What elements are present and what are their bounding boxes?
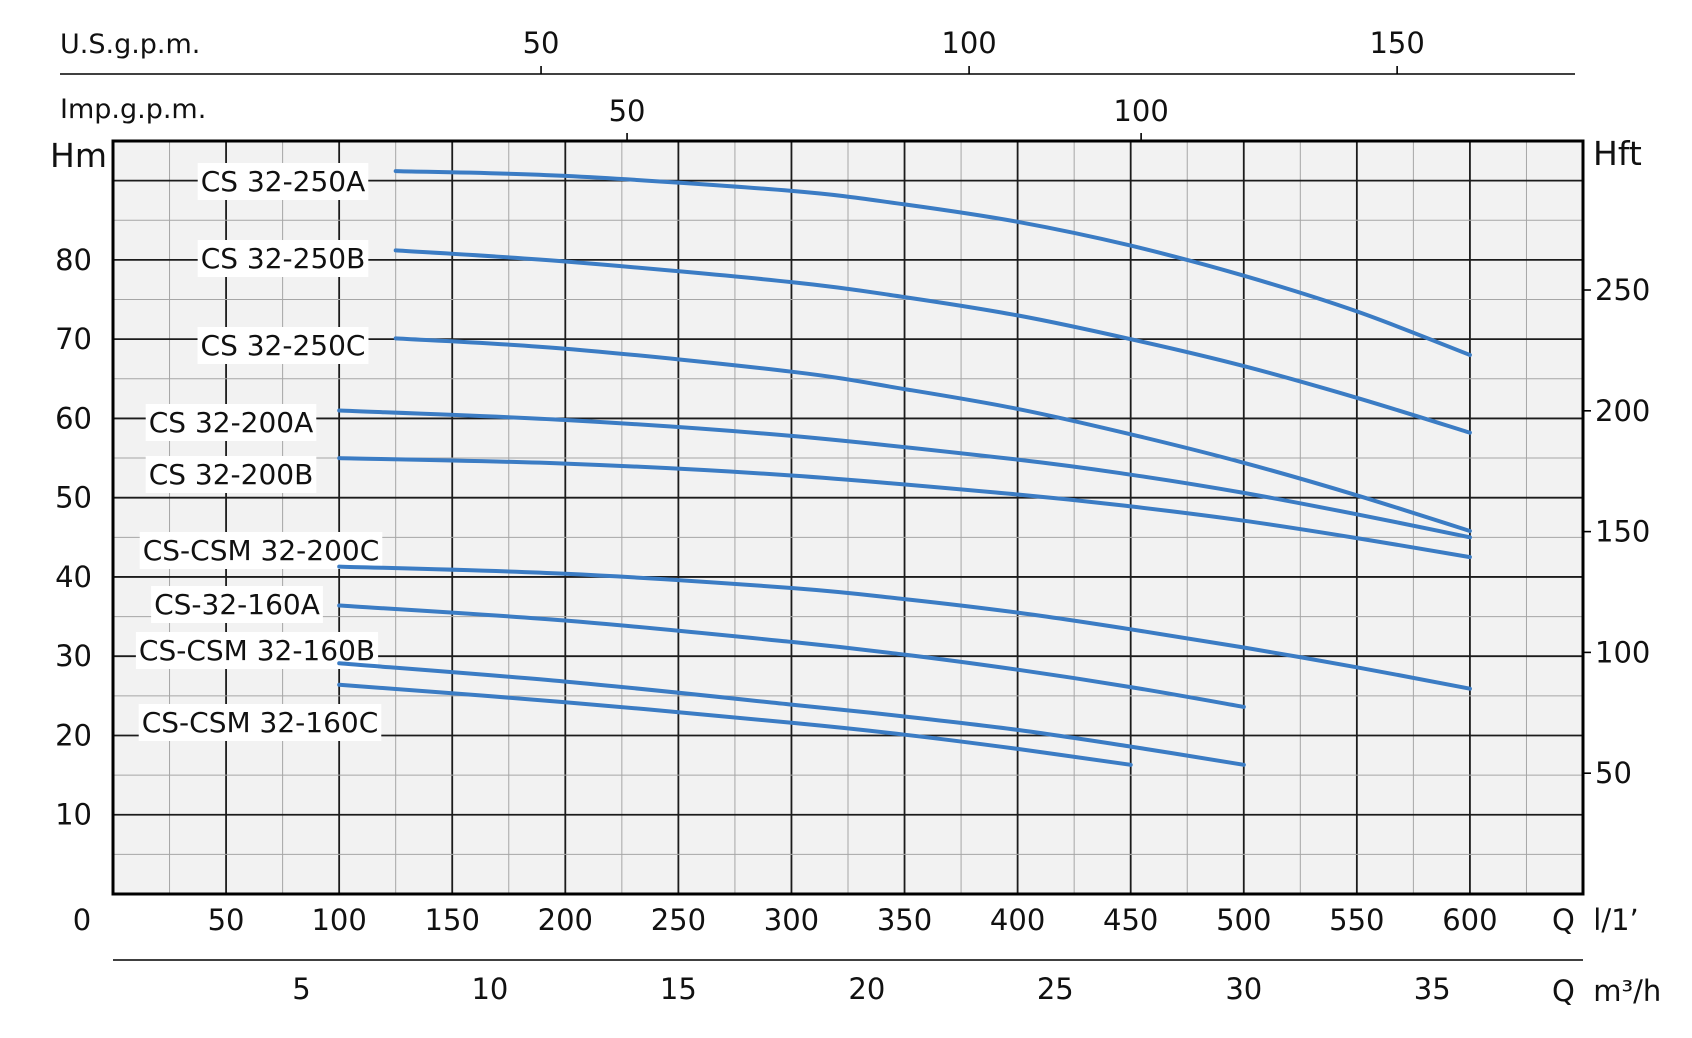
x-tick-label-lpm: 400 (990, 903, 1045, 937)
bottom-axes: 0 50 100 150 200 250 300 350 400 450 500 550 600 5 10 1… (73, 903, 1583, 1006)
series-label-background (138, 704, 382, 741)
series-line (393, 248, 1472, 435)
x-tick-label-impgpm: 50 (609, 94, 646, 128)
y-tick-label-meters: 50 (55, 481, 92, 515)
y-tick-label-feet: 200 (1595, 394, 1650, 428)
usgpm-axis-label: U.S.g.p.m. (60, 29, 200, 60)
x-tick-label-lpm: 0 (73, 903, 91, 937)
series-lines (337, 169, 1472, 767)
series-line (337, 564, 1472, 691)
series-label-background (145, 456, 317, 493)
series-line (337, 456, 1472, 560)
x-unit-label-lpm: Q l/1’ (1552, 903, 1639, 937)
y-tick-label-meters: 30 (55, 639, 92, 673)
impgpm-axis-label: Imp.g.p.m. (60, 94, 206, 125)
x-tick-label-m3h: 25 (1037, 972, 1074, 1006)
series-labels: CS 32-250A CS 32-250B CS 32-250C CS 32-200A… (135, 163, 383, 741)
top-axes: 50 100 150 50 100 (60, 26, 1575, 141)
y-tick-label-feet: 250 (1595, 273, 1650, 307)
series-label-background (151, 586, 323, 623)
left-axis: 10 20 30 40 50 60 70 80 (55, 243, 92, 832)
y-tick-label-meters: 40 (55, 560, 92, 594)
series-label-background (145, 404, 317, 441)
series-label: CS 32-200B (149, 458, 314, 491)
series-label-background (197, 240, 369, 277)
grid-lines (111, 139, 1585, 896)
y-tick-label-feet: 100 (1595, 635, 1650, 669)
series-label: CS 32-200A (149, 406, 314, 439)
series-label-background (197, 327, 369, 364)
x-tick-label-m3h: 15 (660, 972, 697, 1006)
y-axis-label-meters: Hm (50, 136, 107, 175)
y-tick-label-meters: 10 (55, 798, 92, 832)
y-tick-label-meters: 80 (55, 243, 92, 277)
y-tick-label-feet: 50 (1595, 756, 1632, 790)
series-label: CS-CSM 32-160C (142, 706, 379, 739)
plot-frame (111, 139, 1585, 896)
x-tick-label-m3h: 35 (1414, 972, 1451, 1006)
x-tick-label-lpm: 350 (877, 903, 932, 937)
series-line (337, 408, 1472, 540)
x-tick-label-lpm: 50 (208, 903, 245, 937)
x-tick-label-m3h: 5 (292, 972, 310, 1006)
y-axis-label-feet: Hft (1593, 134, 1642, 173)
series-label: CS-32-160A (154, 588, 320, 621)
x-tick-label-lpm: 100 (311, 903, 366, 937)
series-line (337, 682, 1133, 767)
y-tick-label-meters: 70 (55, 322, 92, 356)
x-tick-label-usgpm: 100 (941, 26, 996, 60)
y-tick-label-meters: 20 (55, 718, 92, 752)
x-tick-label-lpm: 500 (1216, 903, 1271, 937)
x-tick-label-impgpm: 100 (1113, 94, 1168, 128)
x-tick-label-lpm: 600 (1442, 903, 1497, 937)
x-tick-label-m3h: 10 (471, 972, 508, 1006)
x-tick-label-lpm: 250 (651, 903, 706, 937)
series-label: CS 32-250B (201, 242, 366, 275)
series-label: CS 32-250C (201, 329, 366, 362)
right-axis: 50 100 150 200 250 (1583, 273, 1650, 790)
x-tick-label-lpm: 450 (1103, 903, 1158, 937)
y-tick-label-feet: 150 (1595, 515, 1650, 549)
series-line (337, 603, 1246, 709)
series-label: CS-CSM 32-160B (139, 634, 375, 667)
series-line (393, 336, 1472, 533)
series-label-background (197, 163, 369, 200)
x-tick-label-m3h: 30 (1225, 972, 1262, 1006)
y-tick-label-meters: 60 (55, 401, 92, 435)
x-tick-label-lpm: 300 (764, 903, 819, 937)
x-tick-label-lpm: 150 (425, 903, 480, 937)
series-label-background (139, 532, 383, 569)
series-label: CS 32-250A (201, 165, 366, 198)
series-line (393, 169, 1472, 357)
x-tick-label-usgpm: 150 (1369, 26, 1424, 60)
series-line (337, 661, 1246, 767)
x-tick-label-usgpm: 50 (523, 26, 560, 60)
x-unit-label-m3h: Q m³/h (1552, 974, 1661, 1008)
x-tick-label-lpm: 550 (1329, 903, 1384, 937)
x-tick-label-lpm: 200 (538, 903, 593, 937)
series-label: CS-CSM 32-200C (143, 534, 380, 567)
x-tick-label-m3h: 20 (848, 972, 885, 1006)
